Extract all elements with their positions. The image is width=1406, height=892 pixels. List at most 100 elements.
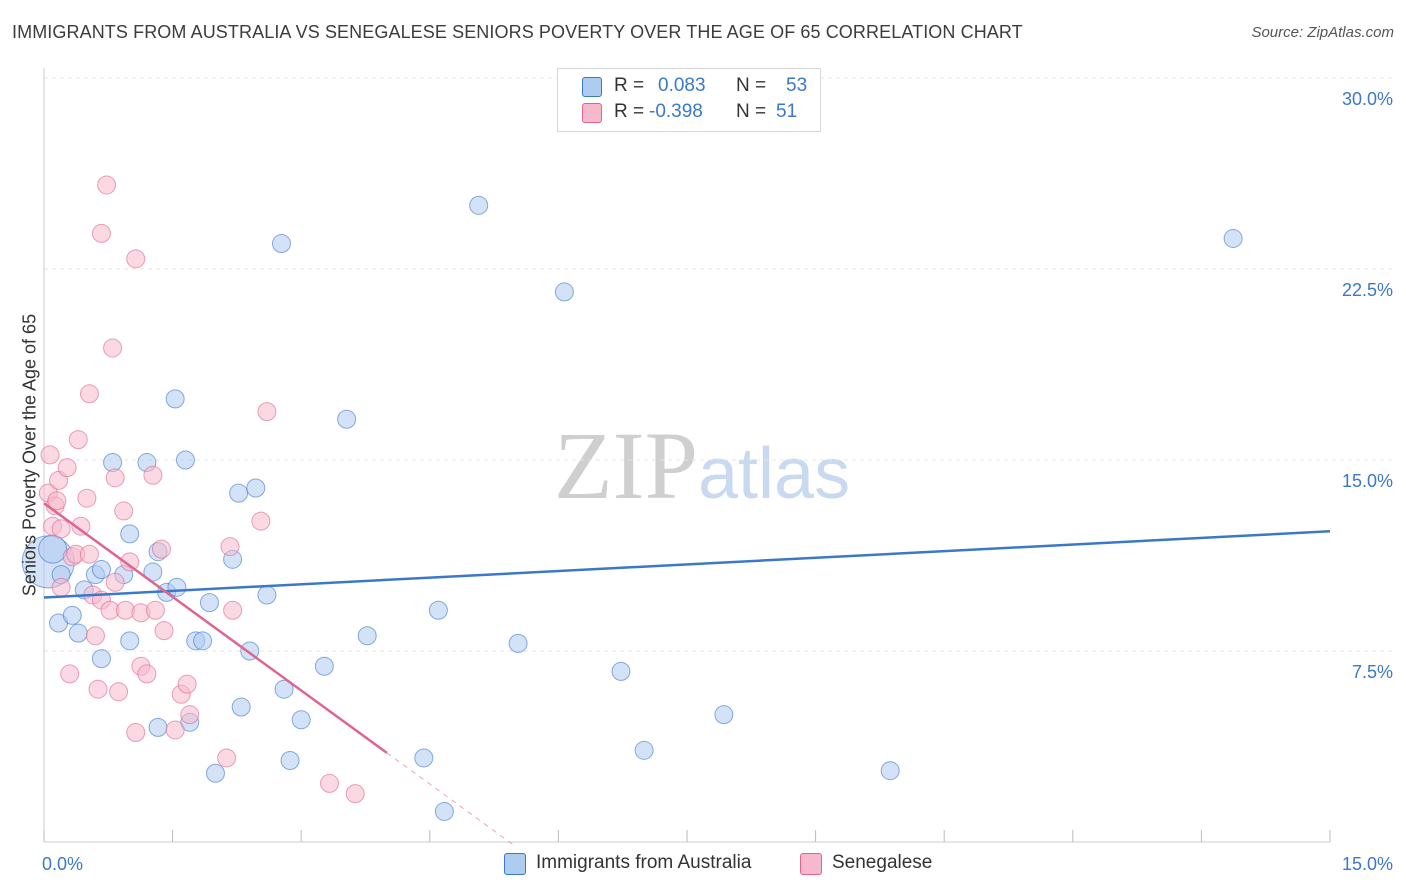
- point-senegalese: [68, 430, 88, 450]
- point-australia: [280, 751, 300, 771]
- point-australia: [120, 524, 140, 544]
- legend-n-value: 51: [776, 101, 798, 122]
- point-australia: [434, 801, 454, 821]
- y-tick-label: 22.5%: [1342, 280, 1393, 300]
- point-senegalese: [79, 384, 99, 404]
- point-senegalese: [220, 537, 240, 557]
- point-australia: [257, 585, 277, 605]
- point-senegalese: [105, 572, 125, 592]
- point-senegalese: [47, 491, 67, 511]
- point-australia: [880, 761, 900, 781]
- trend-lines: [43, 502, 1331, 845]
- point-senegalese: [114, 501, 134, 521]
- bottom-legend-label: Immigrants from Australia: [536, 852, 752, 873]
- y-tick-label: 15.0%: [1342, 471, 1393, 491]
- point-senegalese: [217, 748, 237, 768]
- point-australia: [148, 717, 168, 737]
- series-senegalese: [38, 175, 365, 804]
- tick-labels: 7.5% 15.0% 22.5% 30.0% 0.0% 15.0%: [42, 89, 1393, 874]
- point-australia: [274, 679, 294, 699]
- point-senegalese: [180, 705, 200, 725]
- legend-r-value: -0.398: [649, 101, 703, 122]
- point-australia: [428, 600, 448, 620]
- legend-r-label: R =: [614, 75, 645, 96]
- point-senegalese: [88, 679, 108, 699]
- point-senegalese: [257, 402, 277, 422]
- point-senegalese: [126, 249, 146, 269]
- gridlines: [44, 77, 1392, 652]
- point-australia: [167, 577, 187, 597]
- point-australia: [193, 631, 213, 651]
- legend-swatch-pink: [582, 103, 602, 123]
- point-australia: [611, 661, 631, 681]
- trend-line-senegalese: [43, 502, 388, 754]
- point-australia: [508, 633, 528, 653]
- point-senegalese: [126, 722, 146, 742]
- point-senegalese: [71, 516, 91, 536]
- legend-n-label: N =: [736, 101, 767, 122]
- legend-n-label: N =: [736, 75, 767, 96]
- point-senegalese: [77, 488, 97, 508]
- x-tick-label: 15.0%: [1342, 854, 1393, 874]
- trend-line-australia: [43, 530, 1331, 599]
- point-australia: [291, 710, 311, 730]
- point-senegalese: [319, 773, 339, 793]
- y-tick-label: 30.0%: [1342, 89, 1393, 109]
- point-australia: [469, 195, 489, 215]
- point-senegalese: [51, 577, 71, 597]
- point-senegalese: [60, 664, 80, 684]
- legend-r-value: 0.083: [658, 75, 706, 96]
- point-senegalese: [177, 674, 197, 694]
- axes: [43, 68, 1331, 843]
- legend-n-value: 53: [786, 75, 808, 96]
- point-australia: [314, 656, 334, 676]
- point-senegalese: [151, 539, 171, 559]
- point-australia: [38, 534, 68, 564]
- bottom-legend-swatch-blue: [504, 853, 526, 875]
- point-australia: [68, 623, 88, 643]
- point-senegalese: [345, 784, 365, 804]
- point-senegalese: [103, 338, 123, 358]
- point-australia: [205, 763, 225, 783]
- chart-title: IMMIGRANTS FROM AUSTRALIA VS SENEGALESE …: [12, 22, 1023, 42]
- point-senegalese: [137, 664, 157, 684]
- point-australia: [199, 593, 219, 613]
- point-senegalese: [85, 626, 105, 646]
- point-australia: [229, 483, 249, 503]
- point-senegalese: [79, 544, 99, 564]
- watermark-zip: ZIP: [554, 412, 698, 519]
- point-senegalese: [40, 445, 60, 465]
- point-senegalese: [97, 175, 117, 195]
- point-senegalese: [165, 720, 185, 740]
- trend-line-senegalese-extension: [386, 752, 514, 845]
- point-australia: [357, 626, 377, 646]
- point-senegalese: [57, 458, 77, 478]
- point-senegalese: [51, 519, 71, 539]
- point-australia: [414, 748, 434, 768]
- point-senegalese: [143, 465, 163, 485]
- bottom-legend-swatch-pink: [800, 853, 822, 875]
- x-tick-label: 0.0%: [42, 854, 83, 874]
- point-australia: [271, 234, 291, 254]
- point-australia: [175, 450, 195, 470]
- point-australia: [165, 389, 185, 409]
- point-australia: [337, 409, 357, 429]
- legend-r-label: R =: [614, 101, 645, 122]
- legend-swatch-blue: [582, 77, 602, 97]
- point-senegalese: [251, 511, 271, 531]
- point-australia: [62, 605, 82, 625]
- point-senegalese: [105, 468, 125, 488]
- point-senegalese: [91, 223, 111, 243]
- point-australia: [231, 697, 251, 717]
- point-australia: [120, 631, 140, 651]
- watermark: ZIPatlas: [554, 410, 850, 521]
- point-australia: [91, 649, 111, 669]
- point-senegalese: [120, 552, 140, 572]
- watermark-atlas: atlas: [698, 434, 851, 514]
- point-senegalese: [109, 682, 129, 702]
- point-australia: [714, 705, 734, 725]
- series-immigrants-from-australia: [21, 195, 1243, 821]
- y-axis-label: Seniors Poverty Over the Age of 65: [19, 313, 40, 597]
- point-senegalese: [223, 600, 243, 620]
